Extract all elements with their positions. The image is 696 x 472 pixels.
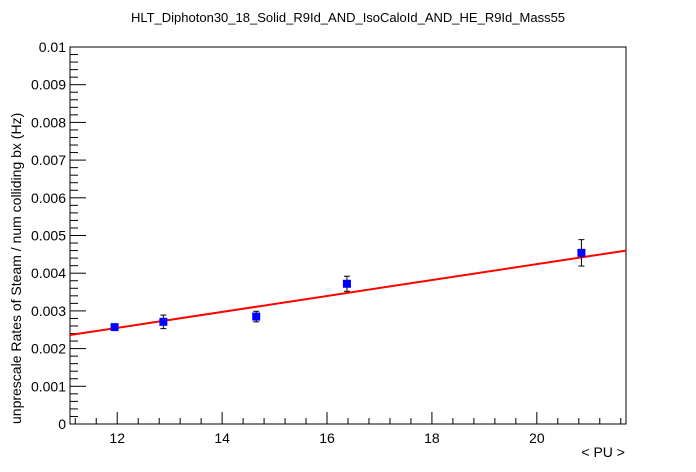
y-tick-label: 0.006 <box>31 190 66 206</box>
y-tick-label: 0.004 <box>31 265 66 281</box>
y-tick-label: 0.003 <box>31 303 66 319</box>
data-points <box>110 239 586 332</box>
y-tick-label: 0.005 <box>31 228 66 244</box>
y-axis: 0 0.001 0.002 0.003 0.004 0.005 0.006 0.007 0.00… <box>31 39 86 432</box>
x-axis-title: < PU > <box>581 444 625 460</box>
x-tick-label: 20 <box>529 430 545 446</box>
y-axis-title: unprescale Rates of Steam / num collidin… <box>8 113 24 424</box>
y-tick-label: 0.007 <box>31 152 66 168</box>
x-axis: 12 14 16 18 20 <box>74 412 622 446</box>
y-tick-label: 0.001 <box>31 378 66 394</box>
y-tick-label: 0 <box>58 416 66 432</box>
chart-title: HLT_Diphoton30_18_Solid_R9Id_AND_IsoCalo… <box>131 10 565 25</box>
data-point <box>252 312 261 321</box>
data-point <box>577 248 586 257</box>
y-tick-label: 0.009 <box>31 77 66 93</box>
y-tick-label: 0.002 <box>31 341 66 357</box>
data-point <box>110 323 119 332</box>
data-point <box>159 317 168 326</box>
fit-line <box>69 249 627 337</box>
data-point <box>342 279 351 288</box>
x-tick-label: 12 <box>109 430 125 446</box>
x-tick-label: 18 <box>424 430 440 446</box>
x-tick-label: 14 <box>214 430 230 446</box>
plot-frame <box>69 46 627 425</box>
x-tick-label: 16 <box>319 430 335 446</box>
y-tick-label: 0.01 <box>39 39 66 55</box>
y-tick-label: 0.008 <box>31 114 66 130</box>
fit-line-segment <box>69 249 627 337</box>
